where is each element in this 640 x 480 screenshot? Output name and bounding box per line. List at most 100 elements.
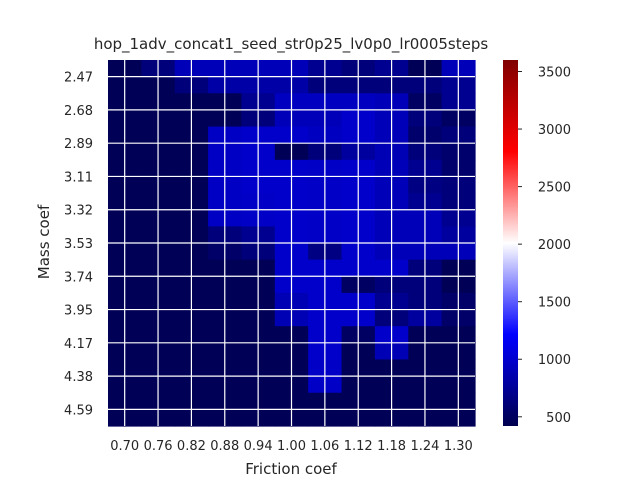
heatmap-cell xyxy=(241,259,259,277)
y-axis-label: Mass coef xyxy=(35,204,53,279)
heatmap-cell xyxy=(108,93,126,111)
heatmap-cell xyxy=(258,409,276,427)
heatmap-cell xyxy=(341,359,359,377)
heatmap-cell xyxy=(458,209,476,227)
heatmap-cell xyxy=(341,409,359,427)
heatmap-cell xyxy=(208,392,226,410)
heatmap-cell xyxy=(341,143,359,161)
heatmap-cell xyxy=(441,359,459,377)
heatmap-cell xyxy=(124,109,142,128)
heatmap-cell xyxy=(274,176,293,194)
heatmap-cell xyxy=(224,359,243,377)
heatmap-cell xyxy=(424,259,443,277)
heatmap-cell xyxy=(274,259,293,277)
x-tick-label: 0.76 xyxy=(144,439,173,454)
heatmap-cell xyxy=(174,259,193,277)
heatmap-cell xyxy=(458,76,476,94)
heatmap-cell xyxy=(124,193,142,211)
heatmap-cell xyxy=(124,93,142,111)
heatmap-cell xyxy=(174,376,193,394)
heatmap-cell xyxy=(274,109,293,128)
heatmap-cell xyxy=(458,309,476,327)
heatmap-cell xyxy=(441,60,459,78)
heatmap-cell xyxy=(291,143,309,161)
heatmap-cell xyxy=(124,60,142,78)
heatmap-cell xyxy=(391,143,409,161)
heatmap-cell xyxy=(191,326,209,344)
heatmap-cell xyxy=(224,326,243,344)
heatmap-cell xyxy=(274,326,293,344)
heatmap-cell xyxy=(208,359,226,377)
heatmap-cell xyxy=(241,342,259,361)
heatmap-cell xyxy=(374,276,393,294)
heatmap-cell xyxy=(441,176,459,194)
heatmap-cell xyxy=(224,60,243,78)
heatmap-cell xyxy=(208,409,226,427)
heatmap-cell xyxy=(241,276,259,294)
heatmap-cell xyxy=(374,126,393,144)
heatmap-cell xyxy=(258,176,276,194)
heatmap-cell xyxy=(124,159,142,178)
heatmap-cell xyxy=(358,76,376,94)
heatmap-cell xyxy=(224,226,243,244)
heatmap-cell xyxy=(208,376,226,394)
heatmap-cell xyxy=(291,176,309,194)
heatmap-cell xyxy=(358,193,376,211)
heatmap-cell xyxy=(124,409,142,427)
heatmap-cell xyxy=(158,159,176,178)
heatmap-cell xyxy=(441,209,459,227)
y-tick-label: 3.11 xyxy=(64,170,93,185)
heatmap-cell xyxy=(141,193,159,211)
colorbar-tick-label: 3000 xyxy=(538,123,571,138)
heatmap-cell xyxy=(308,226,326,244)
heatmap-cell xyxy=(224,76,243,94)
heatmap-cell xyxy=(224,176,243,194)
heatmap-cell xyxy=(241,409,259,427)
heatmap-cell xyxy=(241,392,259,410)
heatmap-cell xyxy=(274,126,293,144)
heatmap-cell xyxy=(158,392,176,410)
heatmap-cell xyxy=(458,326,476,344)
heatmap-cell xyxy=(174,109,193,128)
heatmap-cell xyxy=(391,309,409,327)
heatmap-cell xyxy=(191,409,209,427)
heatmap-cell xyxy=(358,60,376,78)
heatmap-cell xyxy=(108,109,126,128)
heatmap-cell xyxy=(174,243,193,261)
heatmap-cell xyxy=(174,176,193,194)
heatmap-cell xyxy=(291,109,309,128)
heatmap-cell xyxy=(258,276,276,294)
heatmap-cell xyxy=(158,342,176,361)
heatmap-cell xyxy=(408,376,426,394)
heatmap-cell xyxy=(174,226,193,244)
heatmap-cell xyxy=(291,159,309,178)
y-tick-label: 3.95 xyxy=(64,304,93,319)
heatmap-cell xyxy=(274,60,293,78)
heatmap-cell xyxy=(341,342,359,361)
heatmap-cell xyxy=(308,93,326,111)
heatmap-cell xyxy=(341,276,359,294)
x-tick-label: 0.88 xyxy=(210,439,239,454)
heatmap-cell xyxy=(441,342,459,361)
heatmap-cell xyxy=(458,259,476,277)
heatmap-cell xyxy=(424,93,443,111)
heatmap-cell xyxy=(208,143,226,161)
heatmap-cell xyxy=(358,276,376,294)
heatmap-cell xyxy=(124,243,142,261)
heatmap-cell xyxy=(208,126,226,144)
heatmap-cell xyxy=(124,342,142,361)
x-tick-labels: 0.70 0.76 0.82 0.88 0.94 1.00 1.06 1.12 1.18 1.24… xyxy=(110,439,473,454)
heatmap-cell xyxy=(391,392,409,410)
heatmap-cell xyxy=(108,259,126,277)
heatmap-cell xyxy=(241,109,259,128)
heatmap-cell xyxy=(124,226,142,244)
y-tick-label: 2.89 xyxy=(64,137,93,152)
heatmap-cell xyxy=(241,143,259,161)
heatmap-cell xyxy=(458,176,476,194)
heatmap-cell xyxy=(108,243,126,261)
heatmap-cell xyxy=(408,392,426,410)
heatmap-cell xyxy=(324,60,343,78)
heatmap-cell xyxy=(141,126,159,144)
heatmap-cell xyxy=(258,93,276,111)
heatmap-cell xyxy=(191,292,209,311)
